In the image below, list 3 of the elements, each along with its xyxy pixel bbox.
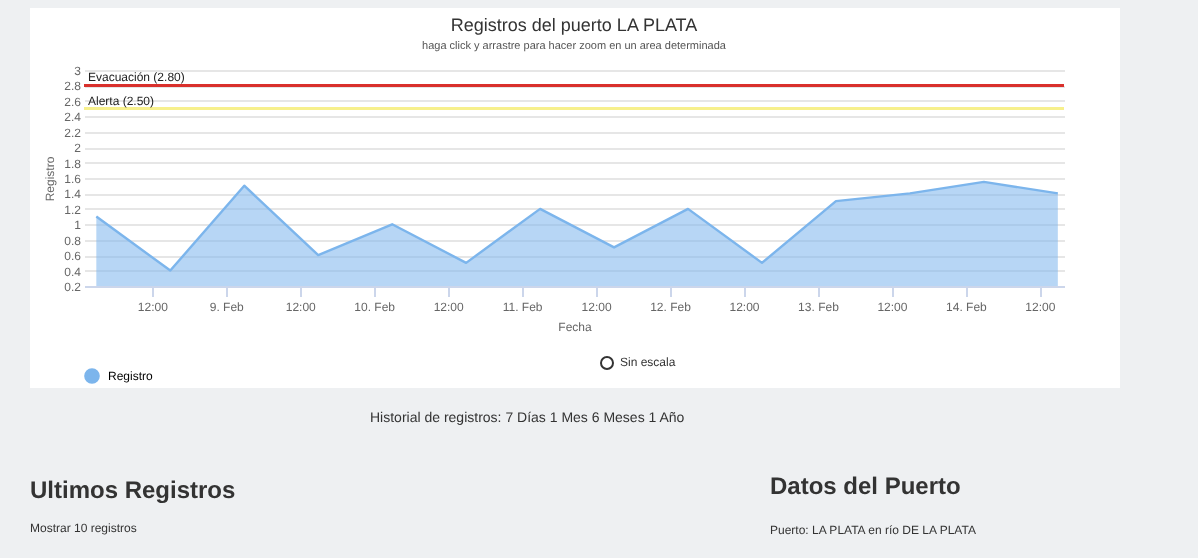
- text: Datos del Puerto: [770, 472, 961, 500]
- text: Ultimos Registros: [30, 476, 236, 504]
- chart-title: Registros del puerto LA PLATA: [450, 15, 698, 35]
